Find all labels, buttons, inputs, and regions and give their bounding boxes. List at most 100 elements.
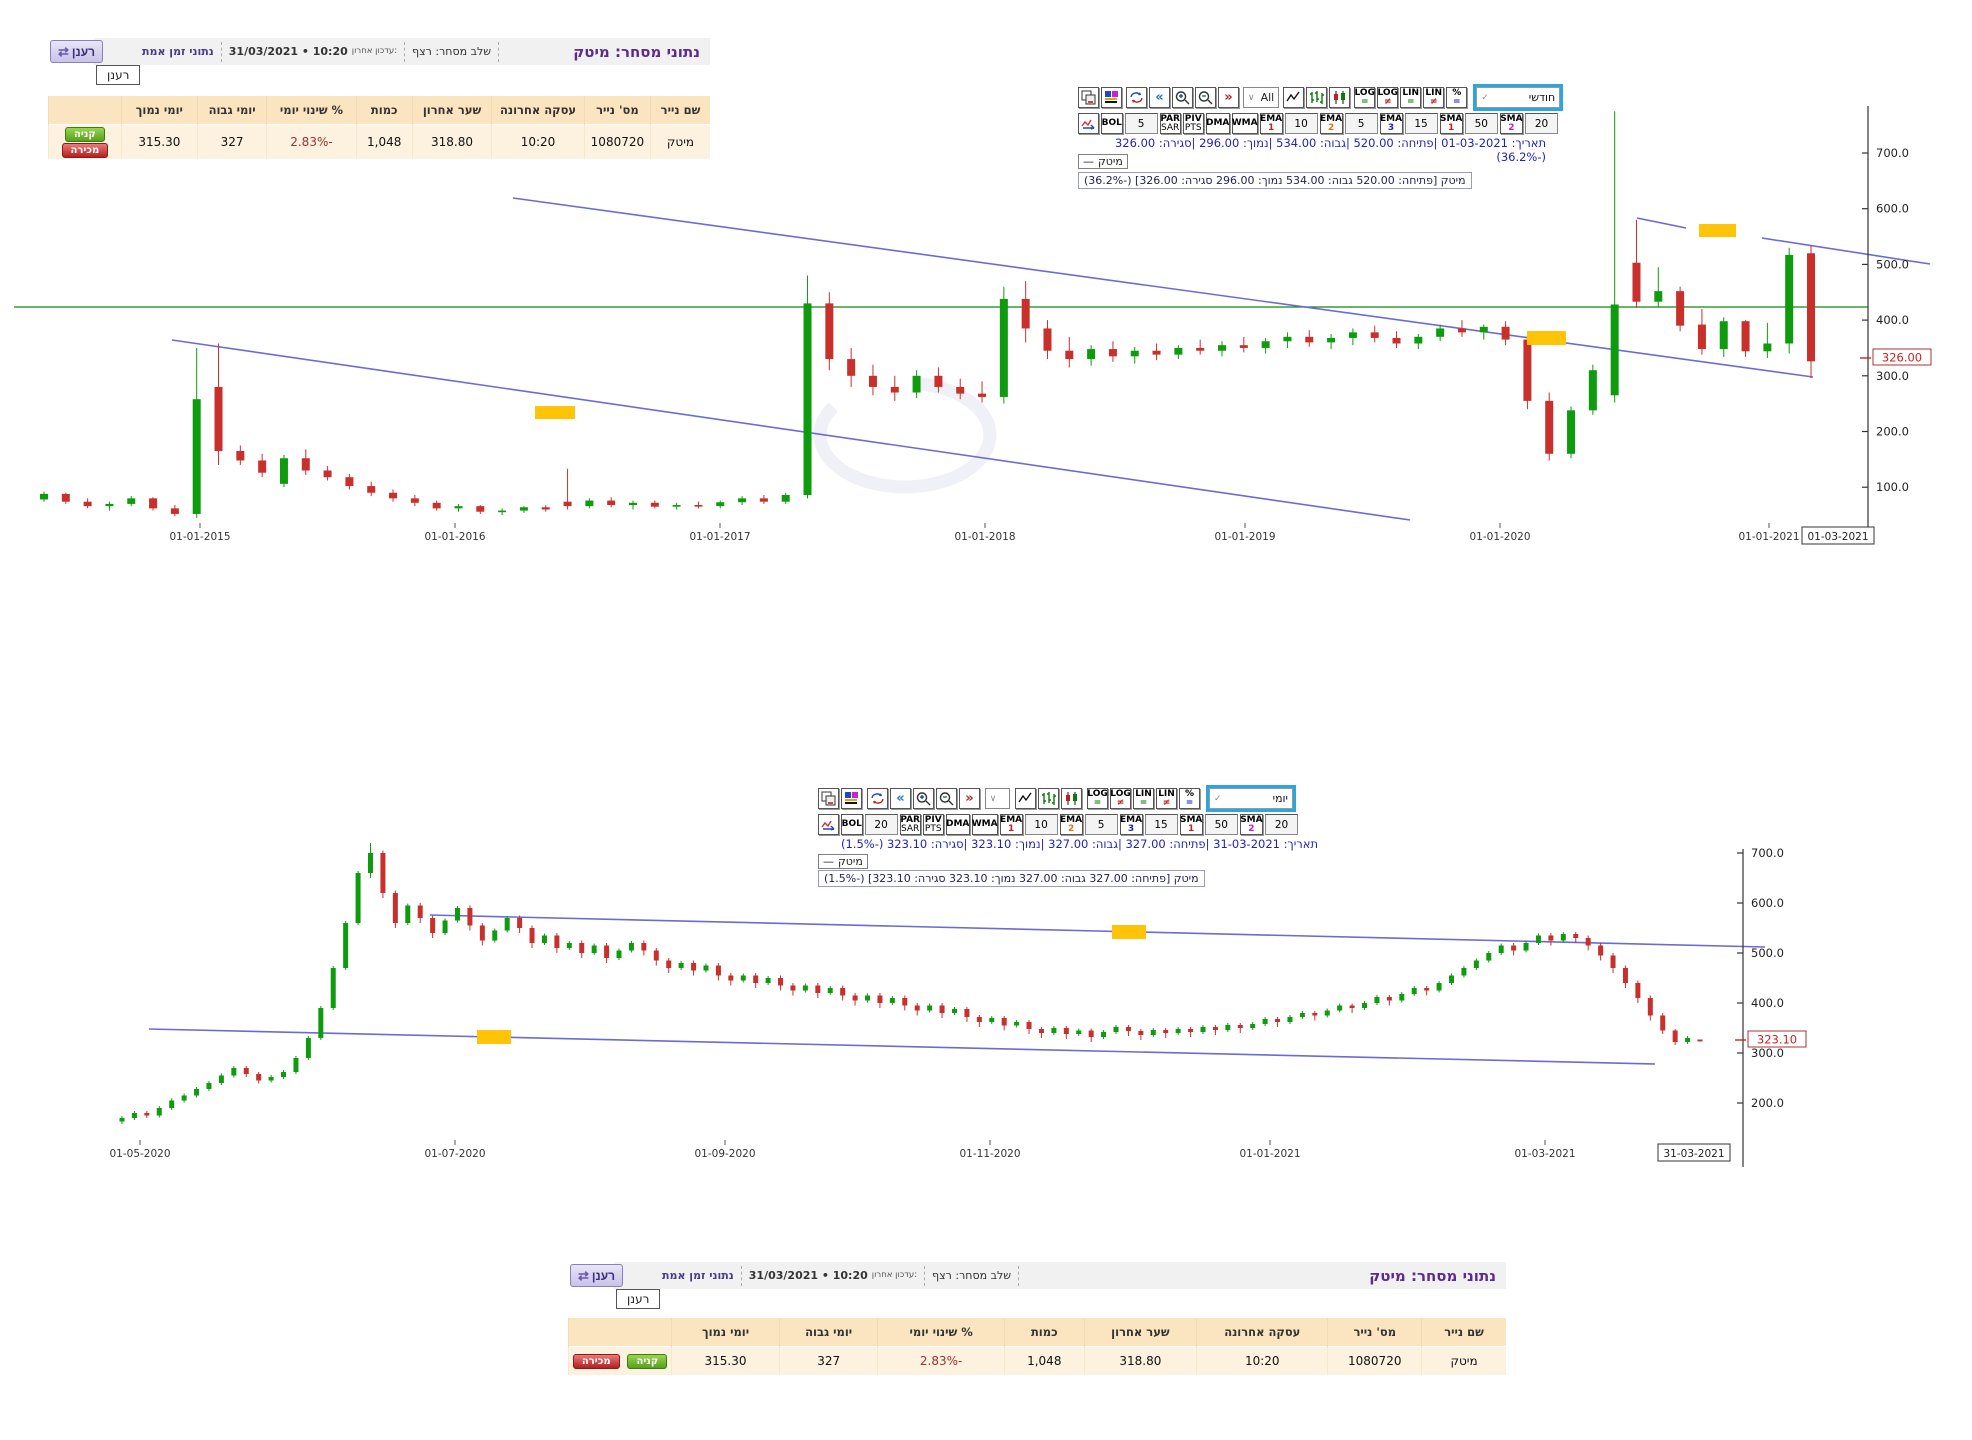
refresh-button[interactable]: ⇄ רענן: [570, 1264, 624, 1287]
indicator-ema2-button[interactable]: EMA 2: [1319, 113, 1343, 134]
sell-button[interactable]: מכירה: [61, 143, 109, 158]
candle: [1218, 345, 1226, 351]
candle: [256, 1074, 262, 1081]
indicator-sma2-period-input[interactable]: [1525, 113, 1559, 134]
scroll-right-button[interactable]: »: [1218, 87, 1239, 108]
candle: [498, 510, 507, 513]
indicator-parsar-button[interactable]: PAR SAR: [1159, 113, 1181, 134]
zoom-range-select[interactable]: ∨: [984, 788, 1011, 809]
indicator-wma-button[interactable]: WMA: [971, 814, 998, 835]
indicator-sma1-period-input[interactable]: [1204, 814, 1238, 835]
log-notequal-button[interactable]: LOG ≠: [1377, 87, 1399, 108]
indicator-bol-button[interactable]: BOL: [841, 814, 863, 835]
indicator-ema2-button[interactable]: EMA 2: [1059, 814, 1083, 835]
indicator-ema3-button[interactable]: EMA 3: [1379, 113, 1403, 134]
candle: [778, 978, 784, 986]
indicator-ema1-button[interactable]: EMA 1: [1259, 113, 1283, 134]
scroll-right-button[interactable]: »: [958, 788, 980, 809]
percent-scale-button[interactable]: % =: [1446, 87, 1468, 108]
print-icon[interactable]: [818, 788, 839, 809]
zoom-out-icon[interactable]: [935, 788, 957, 809]
zoom-range-select[interactable]: ∨ All: [1243, 87, 1280, 108]
refresh-icon[interactable]: [866, 788, 888, 809]
log-equal-button[interactable]: LOG =: [1354, 87, 1376, 108]
indicator-wma-button[interactable]: WMA: [1231, 113, 1258, 134]
ohlc-chart-icon[interactable]: [1306, 87, 1328, 108]
indicator-sma1-button[interactable]: SMA 1: [1179, 814, 1203, 835]
candle: [1535, 935, 1541, 943]
candle: [417, 905, 423, 918]
candle-chart-icon[interactable]: [1329, 87, 1351, 108]
period-select[interactable]: ✓ יומי: [1209, 788, 1293, 809]
refresh-tooltip: רענן: [96, 65, 141, 85]
line-chart-icon[interactable]: [1015, 788, 1037, 809]
current-date-label: 31-03-2021: [1663, 1148, 1724, 1160]
indicator-chart-icon[interactable]: [818, 814, 839, 835]
lin-notequal-button[interactable]: LIN ≠: [1423, 87, 1445, 108]
scroll-left-button[interactable]: «: [1149, 87, 1170, 108]
candle: [345, 477, 354, 487]
candle: [815, 985, 821, 993]
candle-chart-icon[interactable]: [1061, 788, 1083, 809]
col-actions: [567, 1318, 672, 1347]
daily-candlestick-chart[interactable]: 700.0 600.0 500.0 400.0 300.0 200.0 01-05-2020…: [0, 700, 1972, 1180]
print-icon[interactable]: [1078, 87, 1099, 108]
indicator-ema3-period-input[interactable]: [1144, 814, 1178, 835]
indicator-dma-button[interactable]: DMA: [1205, 113, 1230, 134]
highlight-marker[interactable]: [477, 1030, 511, 1044]
col-daily-high: יומי גבוה: [196, 96, 267, 125]
candle: [243, 1068, 249, 1074]
refresh-button[interactable]: ⇄ רענן: [50, 40, 104, 63]
indicator-ema1-button[interactable]: EMA 1: [999, 814, 1023, 835]
line-chart-icon[interactable]: [1283, 87, 1305, 108]
indicator-sma2-button[interactable]: SMA 2: [1239, 814, 1264, 835]
log-notequal-button[interactable]: LOG ≠: [1110, 788, 1131, 809]
highlight-marker[interactable]: [1112, 925, 1146, 939]
monthly-candlestick-chart[interactable]: 700.0 600.0 500.0 400.0 300.0 200.0 100.0 01-01…: [0, 0, 1972, 580]
log-equal-button[interactable]: LOG =: [1087, 788, 1108, 809]
percent-scale-button[interactable]: % =: [1179, 788, 1200, 809]
refresh-icon[interactable]: [1126, 87, 1147, 108]
ohlc-chart-icon[interactable]: [1038, 788, 1060, 809]
scroll-left-button[interactable]: «: [889, 788, 911, 809]
lin-notequal-button[interactable]: LIN ≠: [1156, 788, 1177, 809]
indicator-dma-button[interactable]: DMA: [945, 814, 970, 835]
candle: [666, 960, 672, 968]
highlight-marker[interactable]: [1527, 331, 1566, 345]
indicator-pivpts-button[interactable]: PIV PTS: [1182, 113, 1204, 134]
last-update-value: 31/03/2021 • 10:20: [228, 45, 348, 58]
highlight-marker[interactable]: [1699, 224, 1736, 237]
buy-button[interactable]: קניה: [627, 1354, 668, 1369]
indicator-ema1-period-input[interactable]: [1284, 113, 1318, 134]
highlight-marker[interactable]: [535, 406, 575, 419]
indicator-bol-button[interactable]: BOL: [1101, 113, 1123, 134]
indicator-chart-icon[interactable]: [1078, 113, 1099, 134]
indicator-ema3-period-input[interactable]: [1404, 113, 1438, 134]
sell-button[interactable]: מכירה: [572, 1354, 620, 1369]
zoom-in-icon[interactable]: [1172, 87, 1193, 108]
indicator-ema3-button[interactable]: EMA 3: [1119, 814, 1143, 835]
lin-equal-button[interactable]: LIN =: [1400, 87, 1422, 108]
indicator-bol-period-input[interactable]: [864, 814, 898, 835]
indicator-ema1-period-input[interactable]: [1024, 814, 1058, 835]
palette-icon[interactable]: [841, 788, 862, 809]
indicator-sma2-period-input[interactable]: [1265, 814, 1299, 835]
col-number: מס' נייר: [583, 96, 651, 125]
indicator-bol-period-input[interactable]: [1124, 113, 1158, 134]
palette-icon[interactable]: [1101, 87, 1122, 108]
zoom-in-icon[interactable]: [912, 788, 934, 809]
zoom-out-icon[interactable]: [1195, 87, 1216, 108]
indicator-sma1-period-input[interactable]: [1464, 113, 1498, 134]
lin-equal-button[interactable]: LIN =: [1133, 788, 1154, 809]
indicator-ema2-period-input[interactable]: [1344, 113, 1378, 134]
indicator-pivpts-button[interactable]: PIV PTS: [922, 814, 944, 835]
indicator-parsar-button[interactable]: PAR SAR: [899, 814, 921, 835]
col-daily-change: % שינוי יומי: [266, 96, 357, 125]
indicator-ema2-period-input[interactable]: [1084, 814, 1118, 835]
indicator-sma2-button[interactable]: SMA 2: [1499, 113, 1524, 134]
period-select[interactable]: ✓ חודשי: [1476, 87, 1561, 108]
buy-button[interactable]: קניה: [65, 127, 105, 142]
indicator-sma1-button[interactable]: SMA 1: [1439, 113, 1463, 134]
candle: [591, 945, 597, 953]
check-icon: ✓: [1481, 92, 1489, 103]
